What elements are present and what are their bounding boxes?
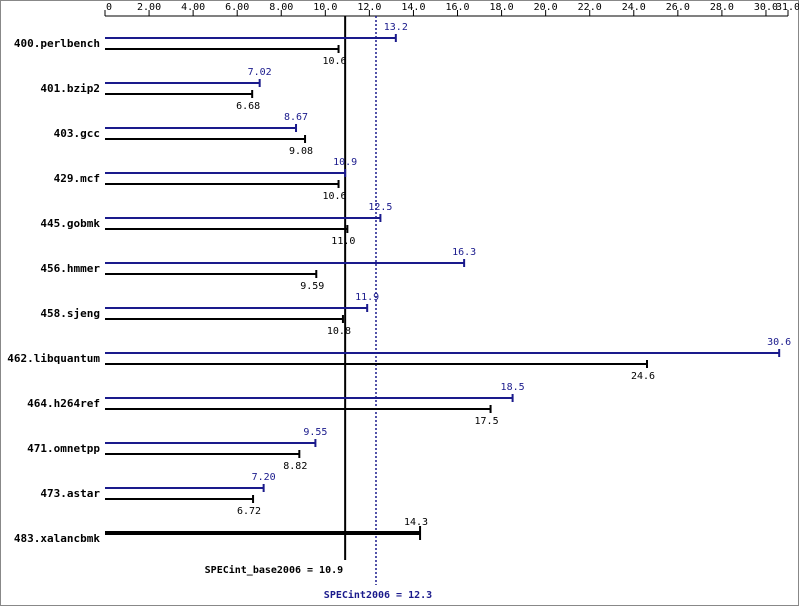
x-tick-label: 10.0 [313,2,337,13]
benchmark-label: 456.hmmer [40,262,100,275]
value-label: 30.6 [767,337,791,348]
x-tick-label: 4.00 [181,2,205,13]
benchmark-label: 401.bzip2 [40,82,100,95]
value-label: 14.3 [404,517,428,528]
value-label: 10.6 [322,191,346,202]
x-tick-label: 30.0 [754,2,778,13]
value-label: 9.55 [303,427,327,438]
x-tick-label: 8.00 [269,2,293,13]
benchmark-label: 462.libquantum [7,352,100,365]
value-label: 6.72 [237,506,261,517]
x-tick-label: 18.0 [490,2,514,13]
x-tick-label: 20.0 [534,2,558,13]
value-label: 16.3 [452,247,476,258]
value-label: 18.5 [501,382,525,393]
x-tick-label: 6.00 [225,2,249,13]
benchmark-label: 429.mcf [54,172,100,185]
benchmark-label: 445.gobmk [40,217,100,230]
x-tick-label: 12.0 [357,2,381,13]
value-label: 10.8 [327,326,351,337]
value-label: 17.5 [475,416,499,427]
value-label: 8.67 [284,112,308,123]
x-tick-label: 28.0 [710,2,734,13]
benchmark-label: 400.perlbench [14,37,100,50]
benchmark-label: 458.sjeng [40,307,100,320]
value-label: 9.59 [300,281,324,292]
value-label: 8.82 [283,461,307,472]
x-tick-label: 24.0 [622,2,646,13]
value-label: 12.5 [368,202,392,213]
x-tick-label: 22.0 [578,2,602,13]
value-label: 7.02 [248,67,272,78]
x-tick-label: 26.0 [666,2,690,13]
value-label: 10.9 [333,157,357,168]
value-label: 11.0 [331,236,355,247]
reference-label: SPECint_base2006 = 10.9 [205,564,343,576]
benchmark-label: 403.gcc [54,127,100,140]
value-label: 10.6 [322,56,346,67]
x-tick-label: 16.0 [445,2,469,13]
value-label: 24.6 [631,371,655,382]
reference-label: SPECint2006 = 12.3 [324,589,432,601]
value-label: 6.68 [236,101,260,112]
x-tick-label: 14.0 [401,2,425,13]
x-tick-label: 2.00 [137,2,161,13]
benchmark-label: 464.h264ref [27,397,100,410]
x-tick-label: 0 [106,2,112,13]
benchmark-label: 483.xalancbmk [14,532,100,545]
value-label: 9.08 [289,146,313,157]
value-label: 11.9 [355,292,379,303]
x-tick-label: 31.0 [776,2,799,13]
benchmark-label: 471.omnetpp [27,442,100,455]
value-label: 7.20 [252,472,276,483]
value-label: 13.2 [384,22,408,33]
benchmark-label: 473.astar [40,487,100,500]
